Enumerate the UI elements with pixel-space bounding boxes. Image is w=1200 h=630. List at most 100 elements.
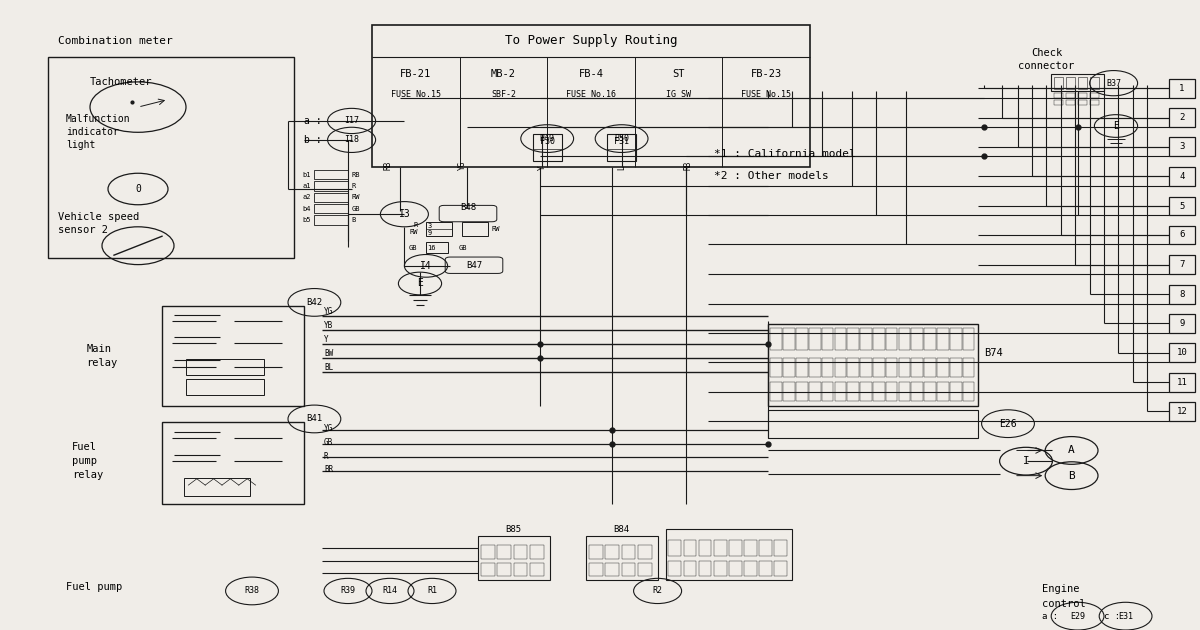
Text: B37: B37 [1106, 79, 1121, 88]
Bar [1169, 137, 1195, 156]
Text: 10: 10 [1177, 348, 1187, 357]
Bar [1078, 100, 1087, 105]
Bar [698, 561, 712, 576]
Text: 12: 12 [1177, 407, 1187, 416]
Bar [314, 204, 348, 213]
Text: F30: F30 [540, 137, 554, 146]
Bar [514, 545, 528, 559]
Bar [638, 545, 652, 559]
Bar [1169, 79, 1195, 98]
Bar [874, 382, 884, 401]
Text: R: R [352, 183, 356, 189]
Bar [912, 358, 923, 377]
Bar [514, 563, 528, 576]
Text: 16: 16 [427, 244, 436, 251]
Bar [912, 328, 923, 350]
Bar [314, 215, 348, 224]
Text: *1 : California model: *1 : California model [714, 149, 856, 159]
Text: b1: b1 [302, 171, 311, 178]
Text: 1: 1 [1180, 84, 1184, 93]
Bar [937, 382, 949, 401]
Text: c :: c : [1104, 612, 1120, 621]
Bar [530, 563, 544, 576]
Bar [1090, 100, 1099, 105]
Bar [847, 328, 859, 350]
Bar [186, 359, 264, 375]
Bar [314, 170, 348, 179]
Text: Y: Y [324, 335, 329, 344]
Bar [937, 328, 949, 350]
Text: I18: I18 [344, 135, 359, 144]
Text: control: control [1042, 598, 1085, 609]
Bar [162, 422, 304, 504]
Text: E26: E26 [1000, 419, 1016, 428]
Bar [886, 382, 898, 401]
Bar [834, 328, 846, 350]
Bar [1169, 167, 1195, 186]
Bar [770, 382, 782, 401]
Bar [1169, 108, 1195, 127]
Bar [1054, 77, 1063, 89]
Bar [822, 328, 833, 350]
Bar [530, 545, 544, 559]
Text: 4: 4 [1180, 172, 1184, 181]
Text: R
RW: R RW [409, 222, 418, 234]
Text: Tachometer: Tachometer [90, 77, 152, 87]
Bar [1169, 285, 1195, 304]
Text: FUSE No.15: FUSE No.15 [742, 90, 791, 99]
Text: B49: B49 [540, 134, 554, 143]
Text: Fuel
pump
relay: Fuel pump relay [72, 442, 103, 480]
Bar [809, 328, 821, 350]
Bar [860, 328, 871, 350]
Text: RB: RB [683, 161, 692, 170]
Bar [768, 324, 978, 406]
Text: BL: BL [324, 363, 334, 372]
Text: E31: E31 [1118, 612, 1133, 621]
Text: 2: 2 [1180, 113, 1184, 122]
Bar [1090, 77, 1099, 89]
Text: E29: E29 [1070, 612, 1085, 621]
Bar [774, 540, 787, 556]
Text: 3: 3 [1180, 142, 1184, 151]
Text: IG SW: IG SW [666, 90, 691, 99]
Bar [1054, 93, 1063, 98]
Text: RW: RW [352, 194, 360, 200]
Bar [774, 561, 787, 576]
Bar [698, 540, 712, 556]
Text: 8: 8 [1180, 290, 1184, 299]
Bar [924, 382, 936, 401]
Text: E: E [418, 278, 422, 289]
Bar [796, 328, 808, 350]
Text: RB: RB [383, 161, 392, 170]
Text: FUSE No.15: FUSE No.15 [391, 90, 440, 99]
Bar [638, 563, 652, 576]
Text: b4: b4 [302, 205, 311, 212]
Bar [462, 222, 488, 236]
Text: YG: YG [457, 161, 467, 170]
Bar [899, 382, 911, 401]
Bar [714, 561, 727, 576]
Bar [426, 222, 452, 236]
Bar [912, 382, 923, 401]
Text: I3: I3 [398, 209, 410, 219]
Bar [314, 193, 348, 202]
Bar [684, 561, 696, 576]
Bar [714, 540, 727, 556]
Text: FB-21: FB-21 [400, 69, 432, 79]
Bar [1054, 100, 1063, 105]
Text: B84: B84 [613, 525, 630, 534]
Text: GB: GB [324, 438, 334, 447]
Bar [481, 563, 496, 576]
Bar [730, 561, 742, 576]
Bar [834, 358, 846, 377]
Bar [1090, 93, 1099, 98]
Text: Malfunction
indicator
light: Malfunction indicator light [66, 114, 131, 151]
Text: Vehicle speed
sensor 2: Vehicle speed sensor 2 [58, 212, 139, 235]
Text: Combination meter: Combination meter [58, 36, 173, 46]
Bar [586, 536, 658, 580]
Bar [498, 545, 511, 559]
Text: BR: BR [324, 466, 334, 474]
Bar [874, 358, 884, 377]
Text: 3
9: 3 9 [427, 223, 432, 236]
Text: RW: RW [492, 226, 500, 232]
